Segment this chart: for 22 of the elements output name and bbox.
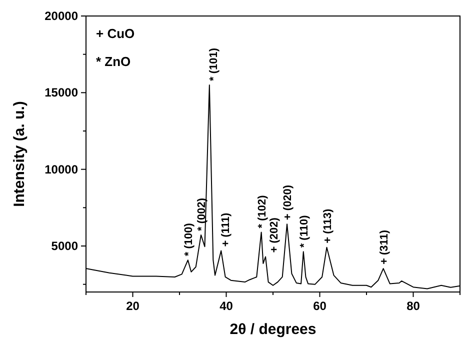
x-axis-title: 2θ / degrees: [230, 321, 316, 338]
annotation: * (002): [196, 198, 208, 231]
annotation: * ZnO: [96, 54, 131, 69]
annotation: + CuO: [96, 26, 135, 41]
annotation: * (101): [208, 48, 220, 81]
annotation: + (020): [282, 184, 294, 220]
annotation: + (113): [322, 208, 334, 244]
annotation: + (202): [268, 217, 280, 253]
x-tick-label: 60: [313, 299, 327, 313]
x-tick-label: 20: [126, 299, 140, 313]
x-tick-label: 40: [220, 299, 234, 313]
x-tick-label: 80: [406, 299, 420, 313]
annotation: + (311): [378, 230, 390, 265]
annotation: + (111): [220, 212, 232, 247]
y-tick-label: 20000: [44, 9, 78, 23]
annotation: * (102): [256, 194, 268, 228]
y-tick-label: 5000: [51, 239, 78, 253]
annotation: * (100): [182, 222, 195, 256]
y-axis-title: Intensity (a. u.): [11, 101, 28, 207]
y-tick-label: 10000: [44, 162, 78, 176]
y-tick-label: 15000: [44, 86, 78, 100]
annotation: * (110): [298, 214, 310, 248]
